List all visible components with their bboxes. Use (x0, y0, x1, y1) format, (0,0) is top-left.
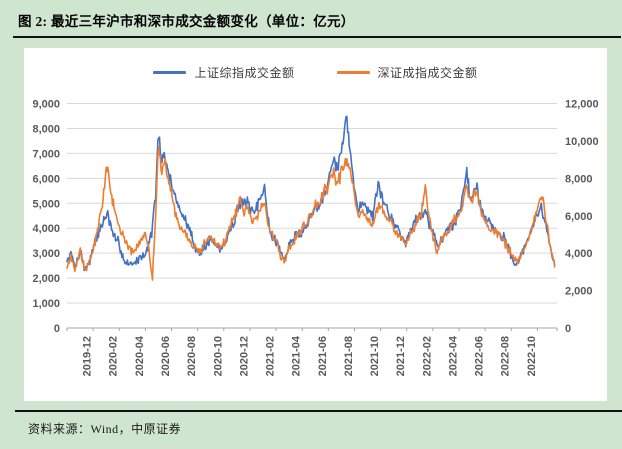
legend-label-shanghai: 上证综指成交金额 (194, 66, 295, 80)
y-axis-tick-label-left: 7,000 (32, 148, 60, 160)
y-axis-tick-label-left: 9,000 (32, 99, 60, 111)
y-axis-tick-label-left: 3,000 (32, 248, 60, 260)
y-axis-tick-label-right: 2,000 (565, 286, 593, 298)
y-axis-tick-label-right: 10,000 (565, 136, 599, 148)
x-axis-tick-label: 2019-12 (82, 336, 94, 376)
x-axis-tick-label: 2021-12 (395, 336, 407, 376)
y-axis-tick-label-right: 0 (565, 323, 571, 335)
x-axis-tick-label: 2020-06 (160, 336, 172, 376)
chart-panel: 0 1,000 2,000 3,000 4,000 5,000 6,000 7,000 8,00… (24, 48, 607, 401)
footer-divider (15, 410, 622, 412)
series-line-shenzhen (66, 146, 556, 281)
y-axis-tick-label-right: 4,000 (565, 248, 593, 260)
x-axis-tick-label: 2022-08 (500, 336, 512, 376)
volume-chart: 0 1,000 2,000 3,000 4,000 5,000 6,000 7,000 8,00… (32, 99, 599, 377)
x-axis-tick-label: 2022-04 (447, 335, 459, 376)
x-axis-tick-label: 2021-02 (265, 336, 277, 376)
x-axis-tick-label: 2021-06 (317, 336, 329, 376)
y-axis-tick-label-left: 8,000 (32, 123, 60, 135)
x-axis-tick-label: 2020-12 (238, 336, 250, 376)
chart-legend: 上证综指成交金额 深证成指成交金额 (24, 64, 607, 81)
y-axis-tick-label-right: 6,000 (565, 211, 593, 223)
y-axis-tick-label-left: 4,000 (32, 223, 60, 235)
x-axis-tick-label: 2020-08 (186, 336, 198, 376)
x-axis-tick-label: 2020-02 (108, 336, 120, 376)
x-axis-tick-label: 2020-04 (134, 335, 146, 376)
y-axis-tick-label-left: 6,000 (32, 173, 60, 185)
x-axis-tick-label: 2022-06 (474, 336, 486, 376)
x-axis-tick-label: 2021-04 (291, 335, 303, 376)
x-axis-tick-label: 2021-08 (343, 336, 355, 376)
y-axis-tick-label-right: 12,000 (565, 99, 599, 111)
legend-item-shenzhen: 深证成指成交金额 (336, 64, 478, 81)
x-axis-tick-label: 2022-10 (526, 336, 538, 376)
x-axis-tick-label: 2021-10 (369, 336, 381, 376)
y-axis-tick-label-right: 8,000 (565, 173, 593, 185)
legend-line-blue-icon (153, 71, 187, 74)
y-axis-tick-label-left: 1,000 (32, 298, 60, 310)
figure-title: 图 2: 最近三年沪市和深市成交金额变化（单位：亿元） (18, 14, 355, 29)
y-axis-tick-label-left: 2,000 (32, 273, 60, 285)
legend-label-shenzhen: 深证成指成交金额 (377, 66, 478, 80)
y-axis-tick-label-left: 5,000 (32, 198, 60, 210)
series-line-shanghai (66, 115, 556, 272)
y-axis-tick-label-left: 0 (54, 323, 60, 335)
legend-line-orange-icon (336, 71, 370, 74)
x-axis-tick-label: 2022-02 (421, 336, 433, 376)
source-note: 资料来源：Wind，中原证券 (28, 422, 182, 436)
x-axis-tick-label: 2020-10 (212, 336, 224, 376)
legend-item-shanghai: 上证综指成交金额 (153, 64, 294, 81)
title-divider (13, 36, 621, 38)
